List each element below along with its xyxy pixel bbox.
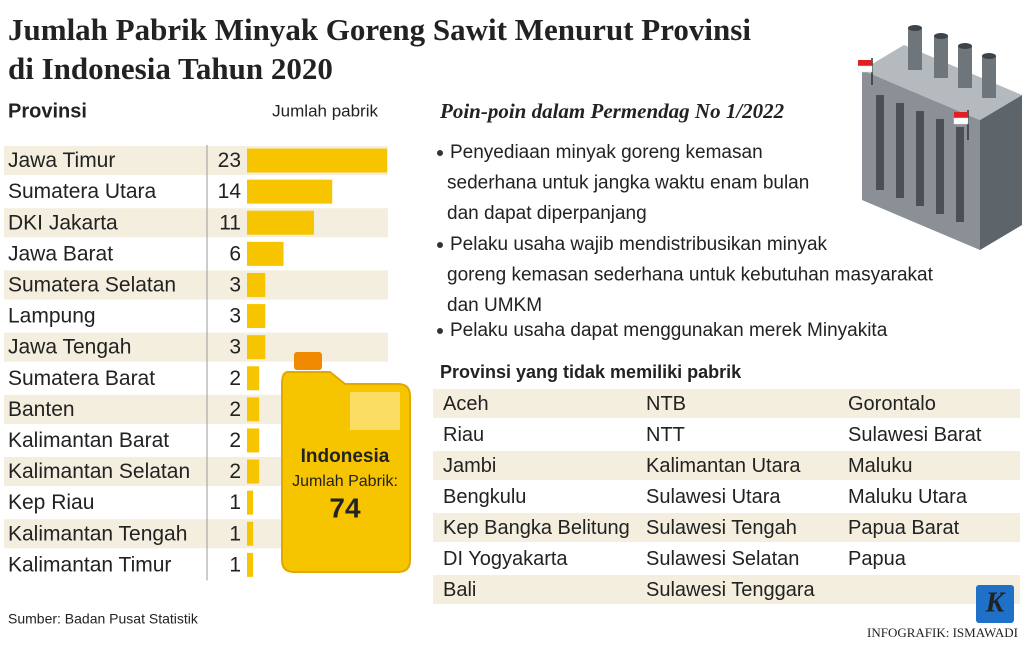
bar: [247, 241, 284, 266]
category-label: Jawa Timur: [8, 149, 115, 172]
bar: [247, 179, 333, 204]
table-cell: Maluku: [848, 455, 912, 477]
category-label: Sumatera Barat: [8, 367, 155, 390]
bullet-dot: [437, 328, 443, 334]
bullet-text: dan UMKM: [447, 295, 542, 316]
table-cell: Sulawesi Tengah: [646, 517, 797, 539]
bullet-dot: [437, 150, 443, 156]
value-label: 11: [219, 211, 241, 234]
source: Sumber: Badan Pusat Statistik: [8, 611, 199, 627]
bar: [247, 397, 260, 422]
bullet-text: goreng kemasan sederhana untuk kebutuhan…: [447, 265, 934, 286]
category-label: Jawa Tengah: [8, 336, 131, 359]
value-label: 23: [218, 149, 241, 172]
bullet-text: Penyediaan minyak goreng kemasan: [450, 142, 763, 163]
row-stripe: [4, 208, 388, 238]
table-cell: Bengkulu: [443, 486, 526, 508]
category-label: Banten: [8, 398, 75, 421]
category-header: Provinsi: [8, 100, 87, 122]
credit: INFOGRAFIK: ISMAWADI: [867, 625, 1018, 640]
category-label: Lampung: [8, 305, 96, 328]
bar: [247, 521, 254, 546]
category-label: Kalimantan Tengah: [8, 522, 187, 545]
bar: [247, 304, 266, 329]
category-label: Kalimantan Timur: [8, 553, 171, 576]
row-stripe: [433, 575, 1020, 604]
table-cell: Sulawesi Selatan: [646, 548, 799, 570]
table-cell: Papua Barat: [848, 517, 960, 539]
value-header: Jumlah pabrik: [272, 101, 378, 120]
table-cell: Bali: [443, 579, 476, 601]
bar: [247, 490, 254, 515]
table-cell: DI Yogyakarta: [443, 548, 568, 570]
bullet-text: Pelaku usaha dapat menggunakan merek Min…: [450, 320, 888, 341]
value-label: 2: [229, 429, 241, 452]
bullet-text: sederhana untuk jangka waktu enam bulan: [447, 173, 809, 194]
logo: K: [985, 587, 1007, 618]
bar: [247, 148, 387, 173]
table-cell: Kalimantan Utara: [646, 455, 801, 477]
bullet-dot: [437, 242, 443, 248]
category-label: DKI Jakarta: [8, 211, 118, 234]
total-label: Jumlah Pabrik:: [292, 473, 398, 490]
bar: [247, 335, 266, 360]
table-cell: Jambi: [443, 455, 496, 477]
policy-title: Poin-poin dalam Permendag No 1/2022: [439, 99, 785, 123]
jug-illustration: [281, 352, 411, 573]
row-stripe: [433, 513, 1020, 542]
value-label: 3: [229, 336, 241, 359]
value-label: 1: [229, 522, 241, 545]
value-label: 3: [229, 305, 241, 328]
bar: [247, 366, 260, 391]
category-label: Jawa Barat: [8, 242, 113, 265]
category-label: Sumatera Selatan: [8, 273, 176, 296]
row-stripe: [4, 332, 388, 362]
row-stripe: [433, 451, 1020, 480]
table-cell: Sulawesi Utara: [646, 486, 781, 508]
table-cell: NTB: [646, 393, 686, 415]
row-stripe: [433, 389, 1020, 418]
value-label: 1: [229, 553, 241, 576]
table-cell: Papua: [848, 548, 907, 570]
logo-box: [976, 585, 1014, 623]
table-cell: Riau: [443, 424, 484, 446]
factory-illustration: [857, 25, 1022, 250]
bar: [247, 210, 314, 235]
title: Jumlah Pabrik Minyak Goreng Sawit Menuru…: [8, 12, 751, 47]
table-cell: Kep Bangka Belitung: [443, 517, 630, 539]
table-cell: NTT: [646, 424, 685, 446]
value-label: 14: [218, 180, 242, 203]
value-label: 2: [229, 367, 241, 390]
table-cell: Sulawesi Tenggara: [646, 579, 816, 601]
value-label: 3: [229, 273, 241, 296]
table-cell: Sulawesi Barat: [848, 424, 982, 446]
bar: [247, 552, 254, 577]
table-cell: Aceh: [443, 393, 489, 415]
title: di Indonesia Tahun 2020: [8, 51, 333, 86]
bar: [247, 459, 260, 484]
table-cell: Gorontalo: [848, 393, 936, 415]
bullet-text: Pelaku usaha wajib mendistribusikan miny…: [450, 234, 828, 255]
value-label: 6: [229, 242, 241, 265]
value-label: 1: [229, 491, 241, 514]
total-value: 74: [329, 492, 361, 523]
category-label: Sumatera Utara: [8, 180, 157, 203]
table-cell: Maluku Utara: [848, 486, 968, 508]
value-label: 2: [229, 398, 241, 421]
category-label: Kalimantan Selatan: [8, 460, 190, 483]
category-label: Kep Riau: [8, 491, 94, 514]
total-title: Indonesia: [301, 446, 390, 467]
value-label: 2: [229, 460, 241, 483]
row-stripe: [4, 270, 388, 300]
category-label: Kalimantan Barat: [8, 429, 169, 452]
table-title: Provinsi yang tidak memiliki pabrik: [440, 362, 742, 382]
bullet-text: dan dapat diperpanjang: [447, 203, 647, 224]
bar: [247, 272, 266, 297]
bar: [247, 428, 260, 453]
